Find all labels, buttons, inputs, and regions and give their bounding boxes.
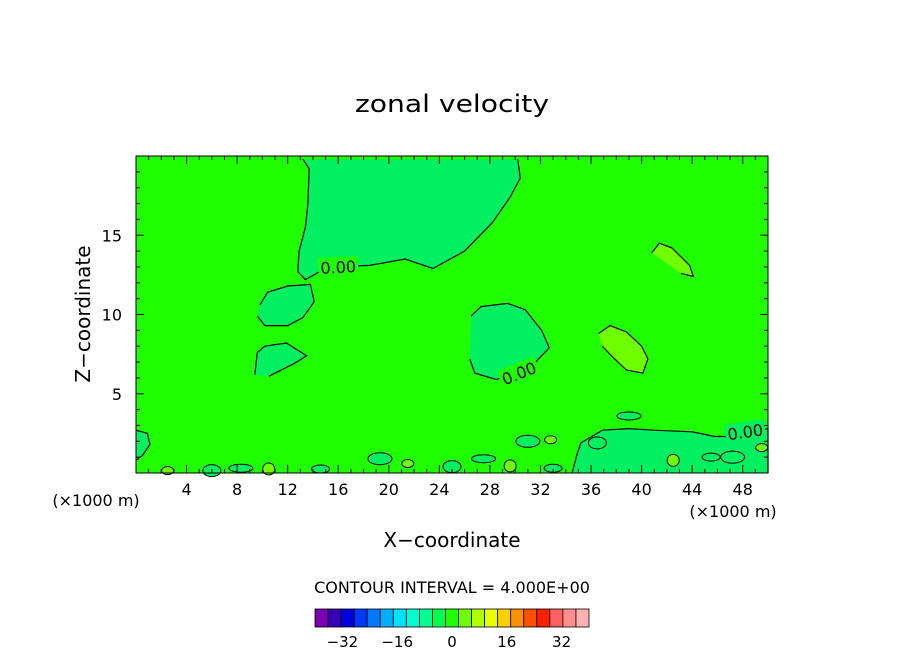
colorbar-swatch — [314, 608, 329, 628]
colorbar-label: 32 — [552, 633, 571, 651]
contour-lines — [135, 158, 769, 478]
region-right-bottom-negative — [572, 428, 768, 473]
colorbar-swatch — [366, 608, 381, 628]
y-axis-title: Z−coordinate — [71, 245, 95, 382]
colorbar-swatch — [458, 608, 472, 628]
contour-interval-text: CONTOUR INTERVAL = 4.000E+00 — [314, 578, 590, 597]
x-tick-label: 36 — [581, 480, 601, 499]
colorbar-swatch — [340, 608, 355, 628]
colorbar-swatch — [392, 608, 407, 628]
contour-fills — [136, 156, 768, 473]
small-contour-cell — [503, 459, 517, 473]
colorbar-label: −16 — [381, 633, 413, 651]
y-tick-label: 5 — [112, 385, 122, 404]
colorbar-labels: −32 −16 0 16 32 — [327, 633, 572, 651]
colorbar-swatch — [379, 608, 394, 628]
contour-left-blob-upper — [256, 283, 315, 327]
x-axis-title: X−coordinate — [383, 528, 520, 552]
region-left-edge-negative — [136, 430, 150, 461]
colorbar-label: 16 — [497, 633, 516, 651]
colorbar-swatch — [549, 608, 564, 628]
colorbar-label: −32 — [327, 633, 359, 651]
colorbar-swatch — [510, 608, 525, 628]
colorbar-label: 0 — [447, 633, 457, 651]
contour-right-positive-upper — [651, 242, 695, 278]
region-right-positive-upper — [651, 243, 694, 277]
small-contour-cell — [544, 435, 558, 445]
small-contour-cell — [720, 450, 746, 464]
x-tick-label: 12 — [278, 480, 298, 499]
x-tick-label: 24 — [429, 480, 449, 499]
colorbar-swatch — [405, 608, 420, 628]
colorbar-swatch — [484, 608, 499, 628]
colorbar — [314, 608, 590, 628]
region-left-blob-lower — [254, 343, 307, 377]
y-axis-ticks: 5 10 15 — [102, 155, 768, 474]
colorbar-swatch — [471, 608, 486, 628]
y-tick-label: 10 — [102, 306, 122, 325]
x-tick-label: 8 — [232, 480, 242, 499]
x-tick-label: 48 — [733, 480, 753, 499]
colorbar-swatch — [418, 608, 433, 628]
colorbar-swatch — [445, 608, 459, 628]
x-tick-label: 44 — [682, 480, 702, 499]
x-tick-label: 32 — [530, 480, 550, 499]
contour-left-blob-lower — [254, 342, 308, 377]
colorbar-swatch — [562, 608, 577, 628]
small-contour-cell — [228, 463, 254, 473]
contour-label-bg — [496, 356, 541, 389]
x-tick-label: 40 — [631, 480, 651, 499]
contour-label-bg — [724, 419, 767, 443]
region-right-positive-lower — [598, 325, 648, 374]
small-contour-cell — [367, 452, 393, 466]
chart-title: zonal velocity — [355, 90, 549, 118]
contour-label: 0.00 — [320, 257, 357, 278]
region-left-blob-upper — [257, 284, 315, 326]
contour-left-edge-negative — [135, 429, 151, 461]
x-axis-ticks: 4 8 12 16 20 24 28 32 36 40 44 48 — [135, 156, 769, 499]
contour-label: 0.00 — [726, 420, 764, 444]
x-tick-label: 16 — [328, 480, 348, 499]
contour-label-bg — [317, 255, 359, 276]
small-contour-cell — [666, 453, 680, 467]
small-contour-cell — [401, 458, 415, 468]
small-contour-cell — [755, 443, 769, 453]
region-upper-negative — [297, 159, 521, 280]
colorbar-swatch — [536, 608, 551, 628]
contour-right-positive-lower — [598, 324, 649, 374]
colorbar-swatch — [327, 608, 342, 628]
small-contour-cell — [471, 454, 497, 464]
small-contour-cell — [311, 464, 331, 474]
colorbar-swatch — [523, 608, 538, 628]
x-tick-label: 28 — [480, 480, 500, 499]
small-contour-cell — [701, 452, 721, 462]
colorbar-swatch — [432, 608, 446, 628]
colorbar-swatch — [353, 608, 368, 628]
x-tick-label: 20 — [379, 480, 399, 499]
y-tick-label: 15 — [102, 226, 122, 245]
x-tick-label: 4 — [181, 480, 191, 499]
small-contour-cell — [515, 434, 541, 448]
colorbar-swatch — [575, 608, 590, 628]
small-contour-cell — [587, 436, 607, 450]
small-contour-cell — [616, 411, 642, 421]
x-unit-left: (×1000 m) — [52, 491, 139, 510]
x-unit-right: (×1000 m) — [689, 502, 776, 521]
contour-center-blob — [469, 302, 551, 381]
colorbar-swatch — [497, 608, 512, 628]
